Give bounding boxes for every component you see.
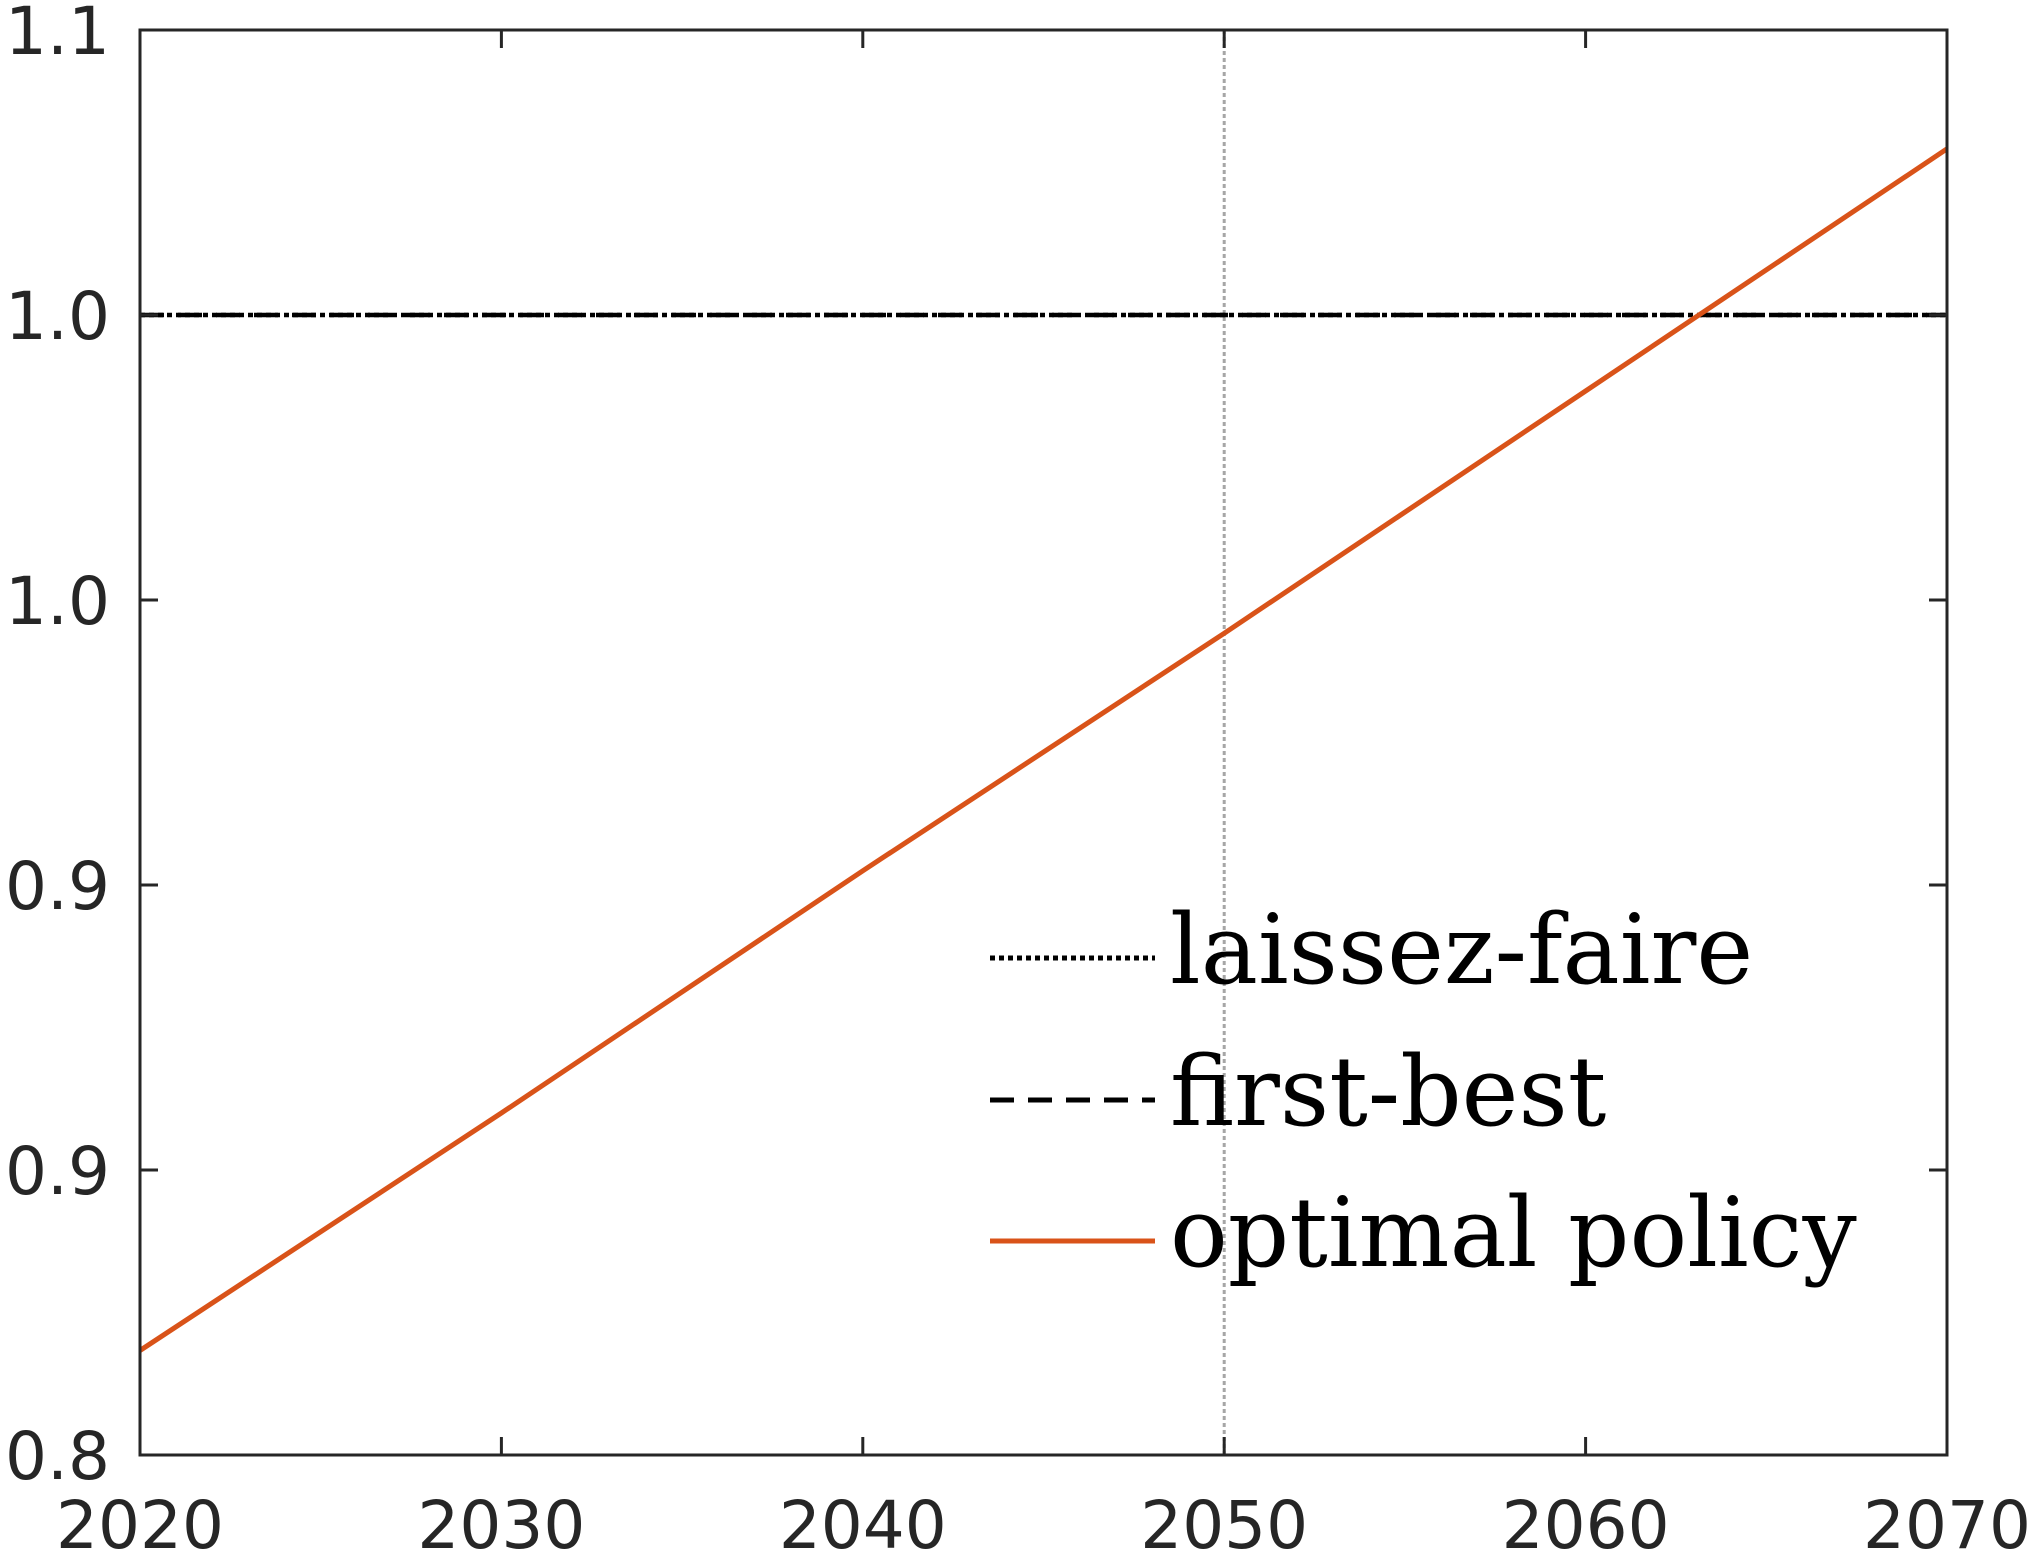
y-tick-label: 0.8 — [5, 1418, 110, 1495]
y-tick-label: 0.9 — [5, 1133, 110, 1210]
x-tick-label: 2030 — [417, 1487, 585, 1553]
plot-background — [140, 30, 1947, 1455]
y-tick-label: 0.9 — [5, 848, 110, 925]
x-tick-label: 2070 — [1863, 1487, 2031, 1553]
y-axis-ticks: 0.8 0.9 0.9 1.0 1.0 1.1 — [5, 0, 1947, 1495]
x-tick-label: 2020 — [56, 1487, 224, 1553]
x-tick-label: 2060 — [1502, 1487, 1670, 1553]
y-tick-label: 1.0 — [5, 278, 110, 355]
series-layer — [138, 146, 1949, 1353]
legend-label-optimal-policy: optimal policy — [1170, 1177, 1857, 1289]
y-tick-label: 1.1 — [5, 0, 110, 70]
x-tick-label: 2050 — [1140, 1487, 1308, 1553]
x-tick-label: 2040 — [779, 1487, 947, 1553]
y-tick-label: 1.0 — [5, 563, 110, 640]
legend: laissez-faire first-best optimal policy — [990, 894, 1857, 1289]
x-axis-ticks: 2020 2030 2040 2050 2060 2070 — [56, 30, 2031, 1553]
series-line-optimal-policy — [138, 146, 1949, 1353]
axes-layer — [138, 28, 1949, 1457]
legend-label-first-best: first-best — [1170, 1036, 1606, 1148]
plot-frame — [138, 28, 1949, 1457]
plot-area — [140, 30, 1947, 1455]
legend-label-laissez-faire: laissez-faire — [1170, 894, 1753, 1006]
